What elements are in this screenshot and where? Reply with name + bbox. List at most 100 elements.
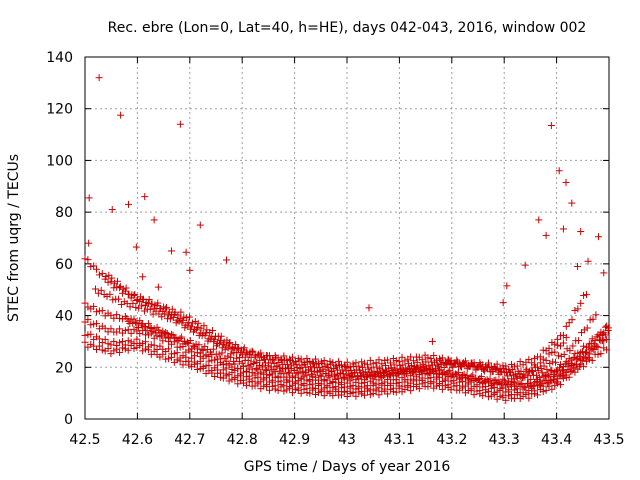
data-point (234, 380, 242, 388)
data-point (569, 342, 577, 350)
data-point (487, 392, 495, 400)
data-point (470, 391, 478, 399)
data-point (558, 372, 566, 380)
data-point (352, 392, 360, 400)
data-point (315, 363, 323, 371)
data-point (317, 372, 325, 380)
data-point (489, 379, 497, 387)
data-point (124, 200, 132, 208)
data-point (389, 384, 397, 392)
data-point (412, 380, 420, 388)
data-point (98, 307, 106, 315)
data-point (139, 347, 147, 355)
data-point (577, 299, 585, 307)
data-point (284, 360, 292, 368)
data-point (553, 367, 561, 375)
y-tick-label: 60 (55, 257, 73, 273)
data-point (217, 332, 225, 340)
data-point (488, 368, 496, 376)
data-point (158, 331, 166, 339)
data-point (476, 387, 484, 395)
data-point (154, 283, 162, 291)
data-point (531, 363, 539, 371)
data-point (574, 349, 582, 357)
data-point (533, 391, 541, 399)
data-point (594, 343, 602, 351)
data-point (521, 261, 529, 269)
data-point (332, 383, 340, 391)
data-point (330, 372, 338, 380)
data-point (584, 257, 592, 265)
data-point (107, 278, 115, 286)
data-point (487, 381, 495, 389)
data-point (574, 262, 582, 270)
data-point (565, 355, 573, 363)
data-point (461, 357, 469, 365)
data-point (116, 284, 124, 292)
data-point (374, 369, 382, 377)
data-point (538, 379, 546, 387)
data-point (274, 372, 282, 380)
data-point (153, 323, 161, 331)
data-point (349, 382, 357, 390)
data-point (247, 360, 255, 368)
data-point (162, 303, 170, 311)
data-point (433, 356, 441, 364)
data-point (526, 381, 534, 389)
data-point (162, 328, 170, 336)
data-point (129, 319, 137, 327)
data-point (373, 363, 381, 371)
data-point (356, 372, 364, 380)
x-axis-label: GPS time / Days of year 2016 (244, 459, 451, 475)
data-point (289, 353, 297, 361)
data-point (473, 362, 481, 370)
y-tick-label: 20 (55, 360, 73, 376)
data-point (328, 368, 336, 376)
data-point (555, 167, 563, 175)
data-point (503, 282, 511, 290)
data-point (254, 373, 262, 381)
data-point (595, 233, 603, 241)
data-point (472, 374, 480, 382)
data-point (317, 358, 325, 366)
data-point (116, 325, 124, 333)
x-tick-label: 43.1 (384, 432, 415, 448)
data-point (132, 243, 140, 251)
data-point (397, 367, 405, 375)
data-point (250, 359, 258, 367)
data-point (339, 373, 347, 381)
data-point (508, 360, 516, 368)
data-point (552, 358, 560, 366)
data-point (168, 305, 176, 313)
data-point (366, 386, 374, 394)
data-point (559, 331, 567, 339)
data-point (87, 330, 95, 338)
y-tick-label: 140 (46, 50, 73, 66)
data-point (434, 370, 442, 378)
data-point (575, 362, 583, 370)
data-point (511, 370, 519, 378)
y-tick-label: 100 (46, 153, 73, 169)
data-point (388, 370, 396, 378)
data-point (91, 285, 99, 293)
data-point (179, 316, 187, 324)
data-point (115, 295, 123, 303)
data-point (440, 368, 448, 376)
data-point (179, 352, 187, 360)
data-point (499, 299, 507, 307)
data-point (130, 291, 138, 299)
data-point (287, 365, 295, 373)
data-point (598, 337, 606, 345)
data-point (384, 356, 392, 364)
data-point (296, 365, 304, 373)
data-point (309, 380, 317, 388)
data-point (132, 303, 140, 311)
data-point (101, 335, 109, 343)
data-point (590, 346, 598, 354)
data-point (265, 386, 273, 394)
data-point (414, 364, 422, 372)
data-point (136, 317, 144, 325)
data-point (355, 382, 363, 390)
data-point (571, 361, 579, 369)
x-tick-label: 43.2 (436, 432, 467, 448)
